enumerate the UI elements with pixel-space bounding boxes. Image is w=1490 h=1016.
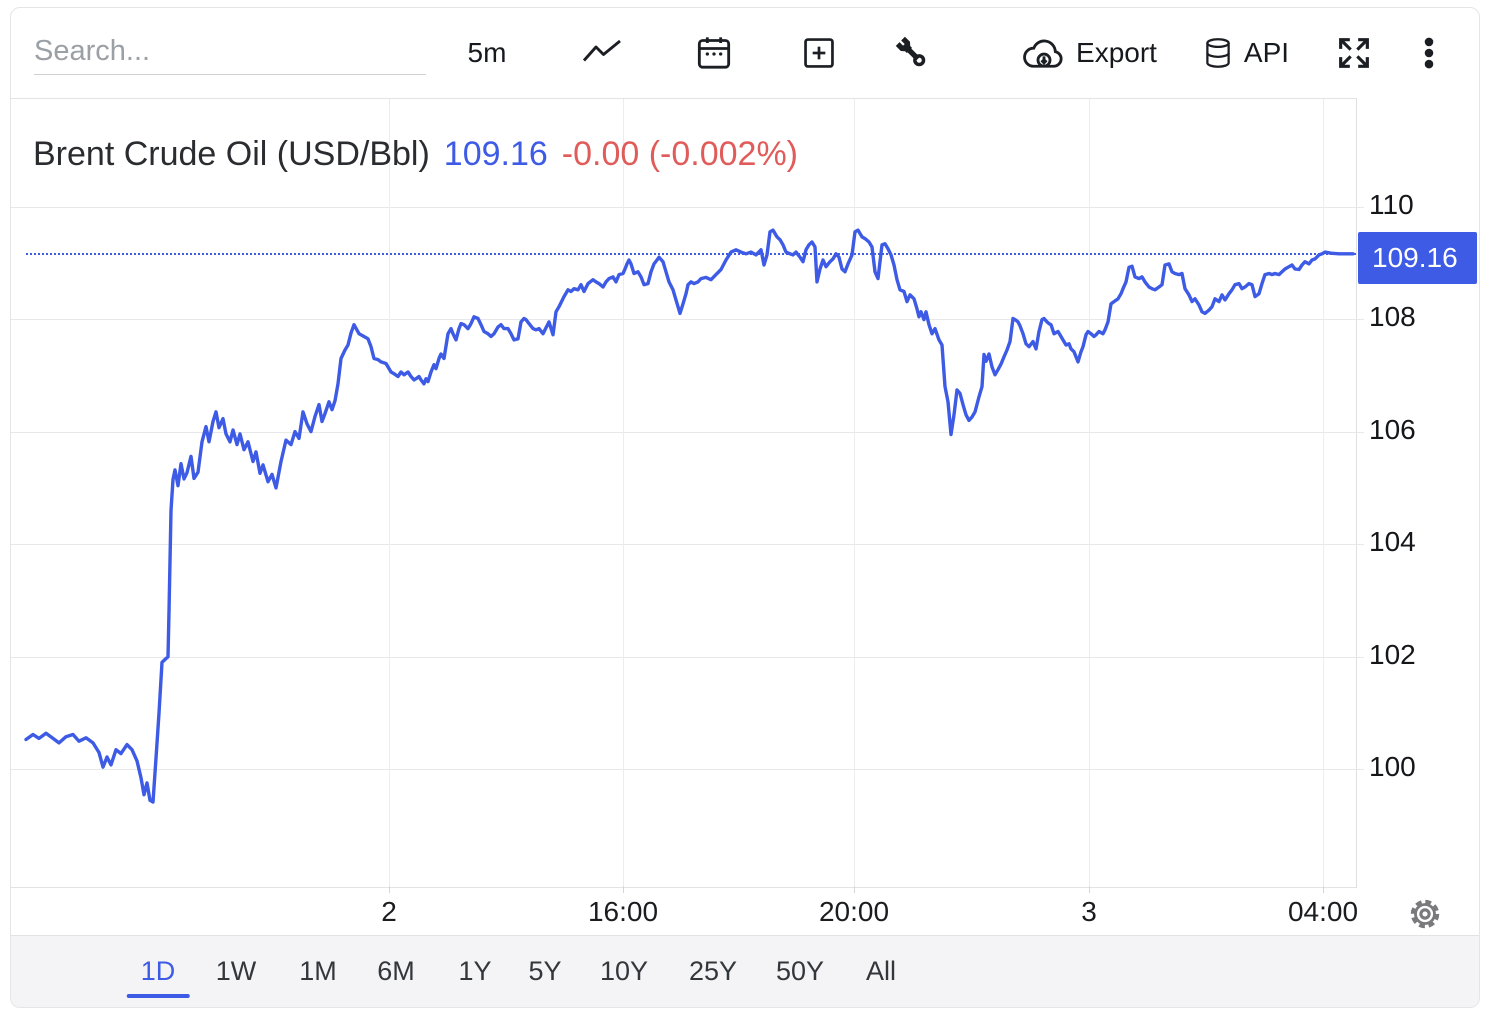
- v-gridline: [1323, 99, 1324, 887]
- current-price-box: 109.16: [1358, 231, 1477, 284]
- interval-label: 5m: [467, 37, 507, 68]
- compare-add-button[interactable]: [797, 8, 841, 98]
- chart-style-button[interactable]: [577, 8, 627, 98]
- h-gridline: [11, 319, 1364, 321]
- h-gridline: [11, 206, 1364, 208]
- v-gridline: [623, 99, 624, 887]
- kebab-menu-icon: [1410, 33, 1448, 73]
- range-tab-10y[interactable]: 10Y: [599, 956, 649, 986]
- y-axis-label: 100: [1369, 751, 1416, 783]
- price-change: -0.00 (-0.002%): [561, 135, 799, 173]
- cloud-download-icon: [1021, 35, 1067, 71]
- x-axis-label: 2: [381, 896, 397, 927]
- fullscreen-expand-icon: [1334, 33, 1374, 73]
- x-axis-label: 04:00: [1287, 896, 1359, 927]
- y-axis-label: 102: [1369, 638, 1416, 670]
- range-tab-1w[interactable]: 1W: [215, 956, 257, 986]
- search-input[interactable]: [34, 28, 426, 75]
- export-label: Export: [1076, 37, 1157, 68]
- date-range-button[interactable]: [691, 8, 737, 98]
- y-axis: 109.16 110 108 106 104 102 100: [1357, 98, 1478, 886]
- range-selector: 1D 1W 1M 6M 1Y 5Y 10Y 25Y 50Y All: [11, 935, 1479, 1007]
- range-tab-25y[interactable]: 25Y: [688, 956, 738, 986]
- x-axis-label: 3: [1081, 896, 1097, 927]
- more-menu-button[interactable]: [1409, 8, 1449, 98]
- database-icon: [1201, 33, 1235, 73]
- chart-settings-button[interactable]: [1406, 895, 1444, 933]
- instrument-name: Brent Crude Oil (USD/Bbl): [33, 135, 430, 173]
- calendar-icon: [694, 32, 734, 74]
- tools-button[interactable]: [888, 8, 936, 98]
- x-axis-tick: [1089, 886, 1090, 893]
- price-line: [24, 228, 1355, 804]
- x-axis-tick: [854, 886, 855, 893]
- h-gridline: [11, 431, 1364, 433]
- y-axis-label: 104: [1369, 526, 1416, 558]
- x-axis-label: 20:00: [818, 896, 890, 927]
- api-button[interactable]: API: [1195, 8, 1295, 98]
- y-axis-label: 110: [1369, 188, 1414, 220]
- fullscreen-button[interactable]: [1331, 8, 1377, 98]
- x-axis-tick: [1323, 886, 1324, 893]
- v-gridline: [854, 99, 855, 887]
- range-tab-1d[interactable]: 1D: [126, 936, 189, 1007]
- h-gridline: [11, 656, 1364, 658]
- plot-area[interactable]: Brent Crude Oil (USD/Bbl) 109.16 -0.00 (…: [11, 98, 1364, 888]
- range-tab-1m[interactable]: 1M: [299, 956, 337, 986]
- range-tab-1y[interactable]: 1Y: [458, 956, 492, 986]
- interval-button[interactable]: 5m: [451, 8, 523, 98]
- v-gridline: [389, 99, 390, 887]
- reference-dotted-line: [26, 252, 1356, 255]
- y-axis-label: 108: [1369, 301, 1416, 333]
- x-axis-tick: [623, 886, 624, 893]
- y-axis-label: 106: [1369, 413, 1416, 445]
- last-price: 109.16: [443, 135, 548, 173]
- line-chart-icon: [580, 35, 624, 71]
- x-axis-label: 16:00: [587, 896, 659, 927]
- chart-widget: 5m: [10, 7, 1480, 1008]
- range-tab-50y[interactable]: 50Y: [775, 956, 825, 986]
- range-tab-6m[interactable]: 6M: [377, 956, 415, 986]
- export-button[interactable]: Export: [1009, 8, 1169, 98]
- plus-square-icon: [800, 34, 838, 72]
- range-tab-all[interactable]: All: [865, 956, 897, 986]
- x-axis-tick: [389, 886, 390, 893]
- h-gridline: [11, 544, 1364, 546]
- h-gridline: [11, 769, 1364, 771]
- range-tab-5y[interactable]: 5Y: [528, 956, 562, 986]
- api-label: API: [1243, 37, 1290, 68]
- wrench-icon: [892, 33, 932, 73]
- gear-icon: [1406, 899, 1444, 937]
- toolbar: 5m: [11, 8, 1479, 98]
- x-axis: 2 16:00 20:00 3 04:00: [11, 886, 1359, 933]
- instrument-header: Brent Crude Oil (USD/Bbl) 109.16 -0.00 (…: [33, 135, 798, 174]
- v-gridline: [1089, 99, 1090, 887]
